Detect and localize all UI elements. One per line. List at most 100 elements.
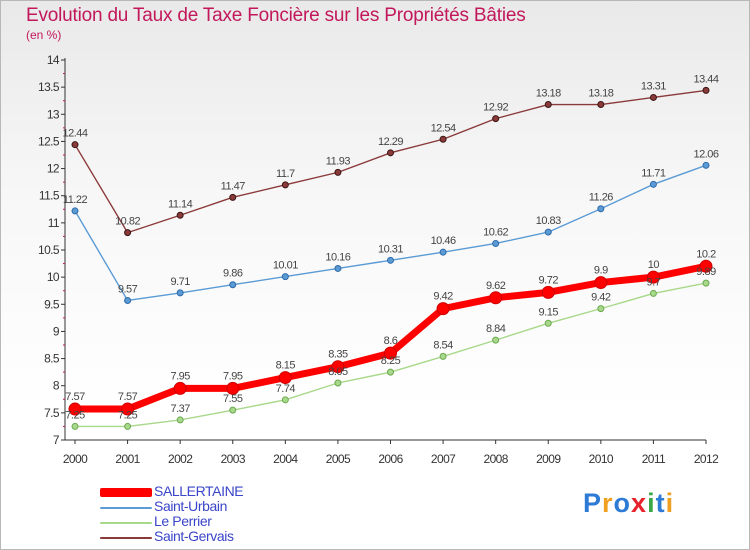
data-label-3: 12.44 [62, 128, 87, 140]
y-tick-label: 8.5 [44, 352, 60, 366]
chart-title: Evolution du Taux de Taxe Foncière sur l… [26, 5, 526, 26]
series-point-3 [229, 193, 237, 201]
data-label-3: 11.7 [276, 168, 295, 180]
series-point-3 [281, 181, 289, 189]
x-tick-label: 2002 [168, 452, 193, 466]
legend-swatch [100, 488, 152, 497]
series-point-3 [334, 168, 342, 176]
series-point-2 [544, 319, 552, 327]
series-point-1 [124, 296, 132, 304]
series-point-0 [436, 302, 450, 316]
x-tick-label: 2007 [431, 452, 456, 466]
data-label-1: 11.22 [63, 194, 88, 206]
legend-swatch [100, 537, 152, 539]
series-point-0 [331, 360, 345, 374]
series-point-1 [439, 248, 447, 256]
data-label-2: 7.37 [170, 403, 190, 415]
data-label-1: 10.16 [325, 251, 350, 263]
logo-letter: x [631, 488, 648, 518]
data-label-1: 12.06 [693, 148, 718, 160]
legend-label: Saint-Gervais [154, 528, 234, 544]
series-point-2 [334, 379, 342, 387]
data-label-1: 10.62 [483, 226, 508, 238]
data-label-3: 12.54 [431, 122, 456, 134]
series-point-0 [489, 291, 503, 305]
y-tick-label: 9.5 [44, 297, 60, 311]
series-point-0 [121, 402, 135, 416]
logo-letter: i [647, 488, 656, 518]
data-label-1: 9.71 [170, 276, 190, 288]
x-tick-label: 2005 [326, 452, 351, 466]
data-label-2: 8.25 [381, 355, 401, 367]
x-tick-label: 2004 [273, 452, 298, 466]
legend-swatch [100, 507, 152, 509]
x-tick-label: 2006 [378, 452, 403, 466]
series-point-2 [702, 279, 710, 287]
data-label-0: 9.9 [594, 265, 608, 277]
series-line-3 [74, 89, 707, 234]
data-label-0: 8.35 [328, 349, 348, 361]
y-tick-label: 10.5 [38, 243, 60, 257]
data-label-1: 10.31 [378, 243, 403, 255]
series-point-3 [702, 86, 710, 94]
data-label-3: 11.93 [326, 155, 351, 167]
series-point-0 [646, 270, 660, 284]
series-point-2 [597, 305, 605, 313]
series-point-1 [229, 281, 237, 289]
y-tick-label: 8 [53, 379, 60, 393]
y-tick-label: 13 [47, 107, 60, 121]
legend-label: Le Perrier [154, 513, 212, 529]
series-point-1 [649, 180, 657, 188]
series-point-3 [71, 141, 79, 149]
series-point-0 [278, 371, 292, 385]
series-point-0 [541, 285, 555, 299]
data-label-2: 7.55 [223, 393, 243, 405]
data-label-1: 11.71 [641, 167, 666, 179]
series-point-2 [229, 406, 237, 414]
data-label-2: 9.7 [647, 276, 661, 288]
series-point-0 [594, 276, 608, 290]
x-tick-label: 2001 [115, 452, 140, 466]
series-point-0 [68, 402, 82, 416]
legend-label: Saint-Urbain [154, 498, 228, 514]
series-point-2 [439, 352, 447, 360]
data-label-1: 11.26 [589, 192, 614, 204]
data-label-2: 9.89 [696, 266, 716, 278]
line-chart: 7 7.5 8 8.5 9 9.5 10 10.5 11 11.5 12 12.5 13 13.5 14 20… [38, 53, 720, 466]
x-tick-label: 2003 [221, 452, 246, 466]
data-label-1: 10.01 [273, 260, 298, 272]
series-point-2 [649, 289, 657, 297]
data-label-2: 7.25 [65, 409, 85, 421]
data-label-1: 10.83 [536, 215, 561, 227]
y-tick-label: 13.5 [38, 80, 60, 94]
series-point-0 [173, 381, 187, 395]
data-label-1: 9.57 [118, 283, 138, 295]
data-label-2: 9.15 [539, 306, 559, 318]
y-tick-label: 12 [47, 162, 60, 176]
series-point-1 [597, 205, 605, 213]
y-tick-label: 11 [48, 216, 60, 230]
series-point-1 [492, 239, 500, 247]
data-label-3: 12.92 [483, 102, 508, 114]
data-label-0: 10 [648, 259, 660, 271]
series-point-1 [544, 228, 552, 236]
x-tick-label: 2008 [484, 452, 509, 466]
series-point-0 [226, 381, 240, 395]
series-point-1 [702, 161, 710, 169]
series-point-1 [387, 256, 394, 264]
y-tick-label: 10 [47, 270, 60, 284]
data-label-3: 13.31 [641, 80, 666, 92]
logo-letter: r [602, 488, 614, 518]
legend-label: SALLERTAINE [154, 483, 244, 499]
series-point-0 [384, 346, 397, 360]
data-label-3: 13.44 [693, 73, 718, 85]
data-label-0: 7.95 [223, 370, 243, 382]
data-label-3: 13.18 [588, 88, 613, 100]
series-point-1 [71, 207, 79, 215]
y-tick-label: 9 [53, 324, 60, 338]
series-point-3 [492, 115, 500, 123]
data-label-0: 9.62 [486, 280, 506, 292]
data-label-1: 10.46 [431, 235, 456, 247]
data-label-2: 8.05 [328, 366, 348, 378]
logo-letter: t [655, 488, 666, 518]
